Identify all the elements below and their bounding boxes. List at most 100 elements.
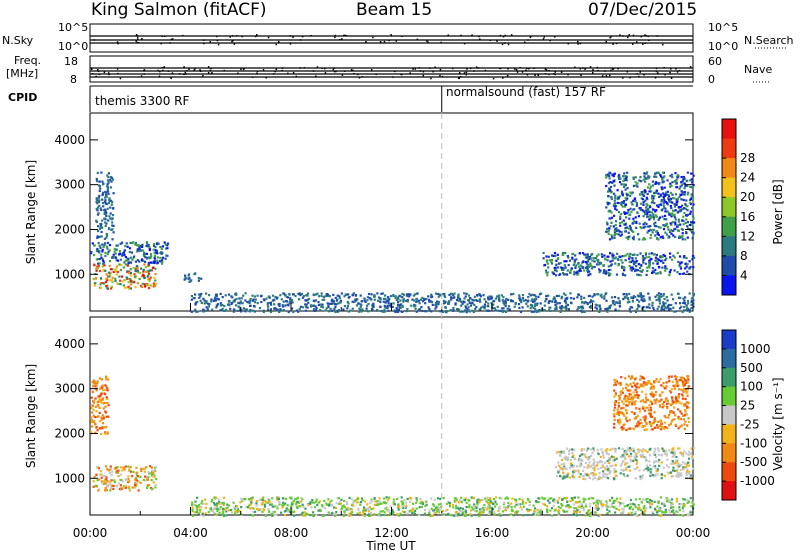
echo-cell	[636, 466, 639, 469]
echo-cell	[146, 478, 150, 481]
echo-cell	[664, 259, 667, 262]
echo-cell	[255, 502, 258, 505]
echo-cell	[280, 298, 283, 301]
echo-cell	[608, 307, 611, 310]
echo-cell	[624, 188, 627, 191]
echo-cell	[620, 221, 623, 224]
echo-cell	[656, 294, 659, 297]
echo-cell	[559, 507, 562, 510]
echo-cell	[606, 221, 609, 224]
echo-cell	[486, 496, 489, 499]
echo-cell	[164, 247, 168, 250]
echo-cell	[430, 294, 433, 297]
echo-cell	[475, 306, 478, 309]
echo-cell	[642, 507, 645, 510]
echo-cell	[383, 497, 386, 500]
echo-cell	[635, 220, 638, 223]
echo-cell	[593, 293, 596, 296]
echo-cell	[670, 303, 673, 307]
echo-cell	[584, 256, 587, 259]
echo-cell	[645, 196, 648, 199]
echo-cell	[615, 457, 618, 460]
status-tick	[316, 66, 319, 68]
echo-cell	[555, 302, 559, 305]
echo-cell	[648, 501, 651, 504]
echo-cell	[106, 398, 109, 401]
echo-cell	[315, 500, 318, 503]
echo-cell	[647, 398, 650, 401]
echo-cell	[676, 379, 679, 382]
echo-cell	[625, 466, 628, 469]
echo-cell	[431, 303, 434, 306]
echo-cell	[301, 503, 304, 506]
echo-cell	[113, 247, 116, 250]
echo-cell	[132, 256, 135, 259]
echo-cell	[101, 398, 104, 401]
echo-cell	[435, 304, 438, 307]
echo-cell	[561, 471, 565, 474]
echo-cell	[678, 447, 681, 450]
echo-cell	[455, 498, 458, 502]
echo-cell	[605, 465, 609, 468]
echo-cell	[221, 501, 224, 504]
echo-cell	[468, 310, 471, 313]
echo-cell	[437, 508, 440, 511]
echo-cell	[664, 302, 667, 305]
echo-cell	[219, 507, 222, 510]
echo-cell	[455, 504, 458, 507]
echo-cell	[497, 297, 500, 300]
echo-cell	[372, 302, 375, 305]
echo-cell	[612, 300, 615, 303]
echo-cell	[361, 308, 364, 311]
echo-cell	[561, 475, 564, 478]
echo-cell	[556, 501, 560, 504]
echo-cell	[435, 305, 438, 308]
status-tick	[579, 68, 582, 70]
echo-cell	[597, 260, 600, 264]
echo-cell	[556, 253, 559, 256]
echo-cell	[675, 201, 678, 204]
echo-cell	[692, 232, 695, 236]
status-tick	[136, 41, 138, 44]
echo-cell	[641, 509, 644, 512]
echo-cell	[612, 180, 616, 183]
echo-cell	[365, 307, 368, 310]
echo-cell	[586, 456, 589, 460]
echo-cell	[353, 300, 356, 304]
power-scatter	[90, 171, 696, 314]
echo-cell	[216, 509, 219, 513]
echo-cell	[606, 308, 609, 311]
echo-cell	[205, 502, 208, 505]
echo-cell	[655, 215, 658, 218]
echo-cell	[583, 269, 586, 272]
echo-cell	[560, 308, 563, 311]
echo-cell	[682, 505, 685, 509]
echo-cell	[667, 198, 670, 201]
echo-cell	[651, 199, 654, 202]
echo-cell	[625, 177, 628, 180]
echo-cell	[576, 308, 579, 311]
echo-cell	[581, 475, 584, 478]
echo-cell	[575, 507, 578, 510]
echo-cell	[680, 402, 683, 405]
echo-cell	[141, 245, 144, 248]
echo-cell	[597, 507, 600, 510]
echo-cell	[101, 386, 104, 389]
echo-cell	[101, 180, 104, 183]
echo-cell	[230, 302, 233, 306]
echo-cell	[204, 498, 207, 501]
echo-cell	[342, 308, 345, 311]
echo-cell	[153, 251, 156, 254]
echo-cell	[444, 509, 447, 512]
echo-cell	[295, 505, 298, 508]
echo-cell	[605, 452, 608, 455]
echo-cell	[142, 253, 145, 256]
status-tick	[210, 67, 212, 70]
echo-cell	[674, 221, 677, 224]
echo-cell	[529, 303, 532, 306]
echo-cell	[399, 512, 402, 515]
echo-cell	[641, 269, 644, 272]
echo-cell	[646, 186, 650, 189]
echo-cell	[639, 295, 642, 298]
echo-cell	[614, 474, 617, 477]
